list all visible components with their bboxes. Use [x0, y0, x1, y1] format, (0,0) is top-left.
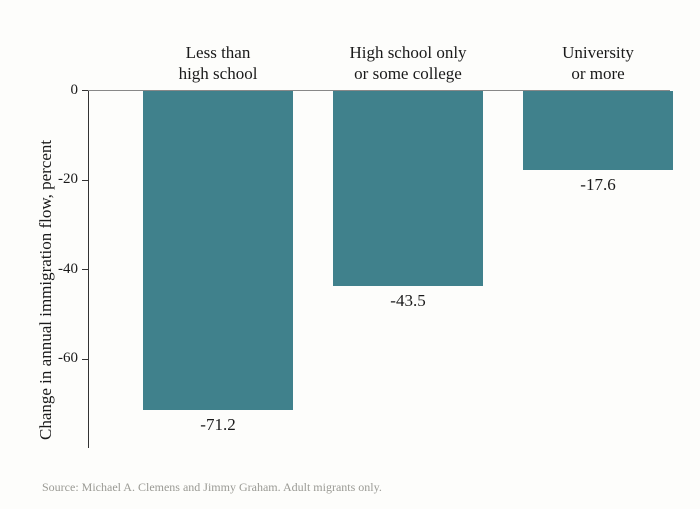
- category-label: Universityor more: [503, 42, 693, 85]
- y-tick-mark: [82, 90, 88, 91]
- y-tick-label: 0: [38, 82, 78, 99]
- value-label: -71.2: [143, 415, 293, 435]
- y-tick-mark: [82, 359, 88, 360]
- value-label: -43.5: [333, 291, 483, 311]
- bar: [523, 91, 673, 170]
- category-label: Less thanhigh school: [123, 42, 313, 85]
- category-label: High school onlyor some college: [313, 42, 503, 85]
- bar: [333, 91, 483, 286]
- bar: [143, 91, 293, 410]
- plot-area: 0-20-40-60Less thanhigh school-71.2High …: [88, 28, 670, 448]
- source-note: Source: Michael A. Clemens and Jimmy Gra…: [42, 480, 382, 495]
- y-tick-label: -40: [38, 261, 78, 278]
- chart-container: Change in annual immigration flow, perce…: [0, 0, 700, 509]
- y-tick-mark: [82, 269, 88, 270]
- y-axis-line: [88, 90, 89, 448]
- y-tick-mark: [82, 180, 88, 181]
- y-tick-label: -20: [38, 171, 78, 188]
- value-label: -17.6: [523, 175, 673, 195]
- y-tick-label: -60: [38, 350, 78, 367]
